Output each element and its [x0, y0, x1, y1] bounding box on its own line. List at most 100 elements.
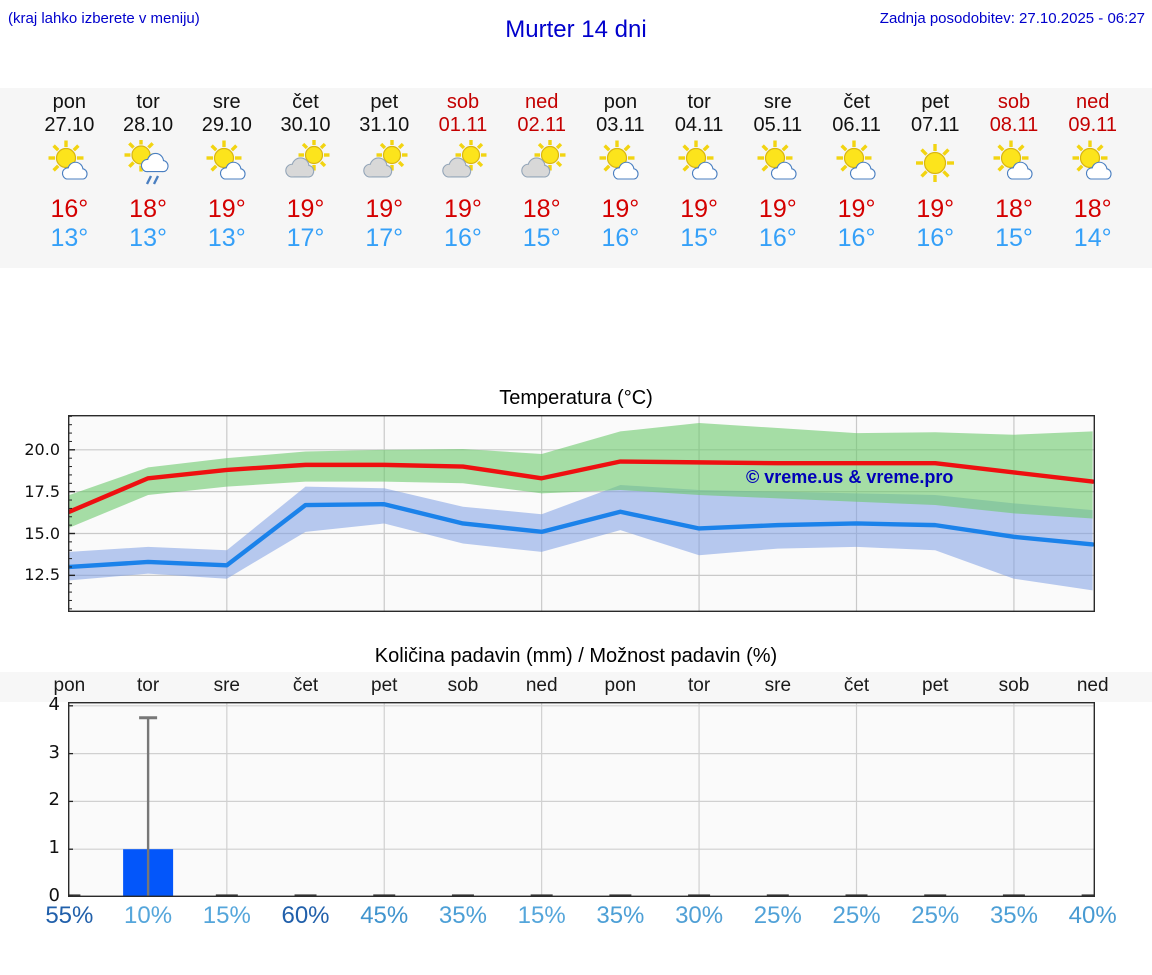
cloud-sun-icon — [284, 139, 330, 178]
day-high-temp: 18° — [129, 195, 167, 223]
location-hint: (kraj lahko izberete v meniju) — [8, 10, 200, 27]
day-low-temp: 15° — [522, 224, 561, 252]
day-date: 28.10 — [123, 114, 174, 136]
y-axis-tick-label: 2 — [48, 789, 60, 811]
day-column: čet 06.11 19° 16° — [817, 88, 896, 268]
day-icon-wrap — [829, 140, 885, 193]
precip-probability: 10% — [124, 902, 173, 929]
day-icon-wrap — [750, 140, 806, 193]
y-axis-tick-label: 3 — [48, 741, 60, 763]
day-high-temp: 19° — [680, 195, 719, 223]
day-high-temp: 19° — [444, 195, 482, 223]
day-name: sob — [446, 91, 480, 113]
day-name: čet — [843, 91, 870, 113]
sun-cloud-icon — [599, 140, 639, 180]
day-date: 07.11 — [910, 114, 960, 136]
y-axis-tick-label: 12.5 — [24, 565, 60, 585]
precip-probability: 15% — [202, 902, 251, 929]
precip-day-label: tor — [136, 675, 160, 696]
day-column: pet 07.11 19° 16° — [896, 88, 975, 268]
day-name: pon — [603, 91, 638, 113]
day-name: sob — [997, 91, 1031, 113]
precipitation-chart-title: Količina padavin (mm) / Možnost padavin … — [374, 645, 778, 667]
precip-day-label: sre — [764, 675, 792, 696]
day-date: 31.10 — [359, 114, 410, 136]
precip-probability: 55% — [45, 902, 94, 929]
day-name: ned — [524, 91, 559, 113]
day-column: sob 01.11 19° 16° — [424, 88, 503, 268]
sun-cloud-icon — [1072, 140, 1112, 180]
precip-probability: 15% — [517, 902, 566, 929]
day-low-temp: 16° — [444, 224, 482, 252]
day-date: 01.11 — [438, 114, 488, 136]
day-column: ned 02.11 18° 15° — [502, 88, 581, 268]
day-icon-wrap — [120, 138, 176, 193]
day-icon-wrap — [907, 140, 963, 193]
day-low-temp: 13° — [129, 224, 167, 252]
day-high-temp: 19° — [837, 195, 876, 223]
cloud-sun-icon — [520, 139, 566, 178]
temperature-chart-title: Temperatura (°C) — [499, 387, 653, 409]
day-icon-wrap — [1065, 140, 1121, 193]
day-column: pet 31.10 19° 17° — [345, 88, 424, 268]
precipitation-chart — [68, 702, 1095, 897]
sun-cloud-icon — [678, 140, 718, 180]
day-icon-wrap — [356, 139, 412, 193]
day-date: 08.11 — [989, 114, 1039, 136]
sun-raincloud-icon — [124, 138, 169, 185]
day-icon-wrap — [671, 140, 727, 193]
day-date: 05.11 — [753, 114, 803, 136]
precip-probability: 40% — [1068, 902, 1117, 929]
sun-icon — [916, 144, 955, 182]
day-low-temp: 16° — [837, 224, 876, 252]
precip-probability: 60% — [281, 902, 330, 929]
day-low-temp: 15° — [680, 224, 719, 252]
day-low-temp: 17° — [365, 224, 404, 252]
day-name: ned — [1076, 91, 1110, 113]
day-icon-wrap — [41, 140, 97, 193]
day-date: 09.11 — [1068, 114, 1117, 136]
precip-probability-row: 55% 10% 15% 60% 45% 35% 15% 35% 30% 25% 25% 25% 35% 4… — [30, 902, 1132, 930]
day-date: 03.11 — [596, 114, 645, 136]
sun-cloud-icon — [206, 140, 246, 180]
precip-probability: 35% — [989, 902, 1038, 929]
y-axis-tick-label: 1 — [48, 837, 60, 859]
day-column: tor 04.11 19° 15° — [660, 88, 739, 268]
precip-probability: 25% — [911, 902, 960, 929]
day-column: ned 09.11 18° 14° — [1053, 88, 1132, 268]
day-column: sob 08.11 18° 15° — [975, 88, 1054, 268]
day-high-temp: 18° — [1073, 195, 1112, 223]
y-axis-tick-label: 15.0 — [24, 523, 60, 543]
sun-cloud-icon — [993, 140, 1033, 180]
y-axis-tick-label: 20.0 — [24, 439, 60, 459]
precip-probability: 30% — [675, 902, 724, 929]
day-high-temp: 19° — [286, 195, 325, 223]
watermark: © vreme.us & vreme.pro — [746, 467, 954, 487]
sun-cloud-icon — [757, 140, 797, 180]
day-low-temp: 16° — [758, 224, 797, 252]
day-date: 27.10 — [44, 114, 95, 136]
last-updated: Zadnja posodobitev: 27.10.2025 - 06:27 — [879, 10, 1145, 27]
precip-day-label: čet — [292, 675, 319, 696]
day-date: 02.11 — [517, 114, 566, 136]
precip-probability: 25% — [753, 902, 802, 929]
day-name: pet — [921, 91, 950, 113]
sun-cloud-icon — [836, 140, 876, 180]
precip-day-label: pet — [371, 675, 398, 696]
precip-day-label: sob — [998, 675, 1030, 696]
precip-probability: 25% — [832, 902, 881, 929]
precip-day-label: pet — [922, 675, 949, 696]
day-date: 06.11 — [832, 114, 881, 136]
sun-cloud-icon — [48, 140, 88, 180]
day-name: pet — [370, 91, 399, 113]
y-axis-tick-label: 17.5 — [24, 481, 60, 501]
precip-day-label: pon — [604, 675, 637, 696]
day-column: pon 03.11 19° 16° — [581, 88, 660, 268]
day-low-temp: 15° — [995, 224, 1033, 252]
precip-day-label: pon — [53, 675, 86, 696]
y-axis-tick-label: 0 — [48, 885, 60, 906]
day-column: sre 05.11 19° 16° — [738, 88, 817, 268]
precip-day-labels: pon tor sre čet pet sob ned pon tor sre čet pet sob n… — [30, 675, 1132, 697]
day-high-temp: 16° — [50, 195, 89, 223]
